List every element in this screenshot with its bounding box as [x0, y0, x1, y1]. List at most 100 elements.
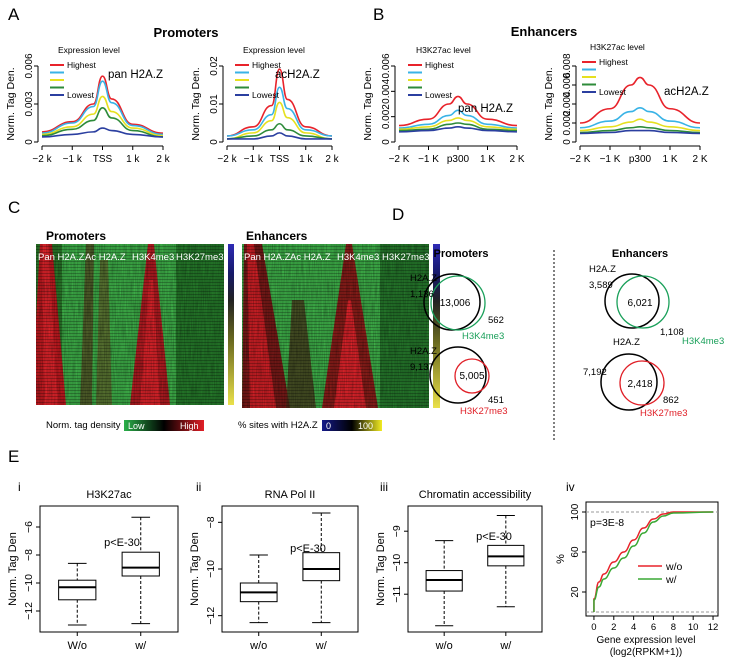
x-tick-label: −1 K [600, 154, 621, 165]
y-tick-label: 0.01 [209, 94, 220, 114]
box-plot-title: Chromatin accessibility [419, 489, 532, 501]
x-tick-label: 1 K [662, 154, 677, 165]
heatmap-col-label: H3K4me3 [337, 252, 379, 263]
y-tick-label: −8 [23, 549, 35, 561]
series-line [226, 86, 333, 137]
legend-label: Lowest [252, 90, 280, 100]
x-tick-label: −1 K [418, 154, 439, 165]
density-legend-bar [124, 420, 204, 431]
subpanel-number: ii [196, 480, 201, 494]
y-axis-label: Norm. Tag Den. [5, 67, 17, 140]
venn-promoters-title: Promoters [433, 248, 488, 260]
panel-letter-a: A [8, 5, 20, 24]
legend-label: Lowest [425, 90, 453, 100]
venn-only-a: 7,192 [583, 367, 607, 378]
venn-promoters-h3k4me3: H2A.Z 1,136 13,006 562 H3K4me3 [410, 273, 504, 342]
y-tick-label: 0 [209, 139, 220, 145]
heatmap-col-label: H3K27me3 [176, 252, 224, 263]
line-chart-1: 0 0.01 0.02 −2 k −1 k TSS 1 k 2 k Norm. Tag Den.… [190, 45, 340, 165]
y-tick-label: 0.002 [381, 104, 392, 129]
x-category-label: w/ [499, 640, 512, 652]
x-tick-label: 12 [708, 622, 719, 633]
legend-title: Expression level [58, 45, 120, 55]
y-tick-label: −10 [205, 560, 217, 578]
x-category-label: w/o [249, 640, 267, 652]
x-tick-label: −2 k [217, 154, 237, 165]
x-axis-label-units: (log2(RPKM+1)) [610, 647, 683, 658]
heatmap-col-label: Pan H2A.Z [244, 252, 291, 263]
x-category-label: w/o [435, 640, 453, 652]
y-tick-label: −10 [391, 554, 403, 572]
x-tick-label: 10 [688, 622, 699, 633]
y-axis-label: Norm. Tag Den [189, 532, 201, 606]
legend-label: Lowest [67, 90, 95, 100]
series-line [398, 109, 518, 129]
legend-label: Highest [599, 57, 628, 67]
legend-title: Expression level [243, 45, 305, 55]
x-tick-label: TSS [93, 154, 113, 165]
x-tick-label: −1 k [63, 154, 83, 165]
plot-label: pan H2A.Z [458, 103, 513, 115]
subpanel-number: iii [380, 480, 388, 494]
venn-set-b-label: H3K4me3 [682, 336, 724, 347]
x-tick-label: 1 k [126, 154, 140, 165]
y-tick-label: 0.02 [209, 56, 220, 76]
plot-frame [585, 501, 719, 617]
density-legend-label: Norm. tag density [46, 420, 121, 431]
y-tick-label: 100 [570, 503, 581, 520]
cdf-line [593, 511, 714, 612]
legend-title: H3K27ac level [416, 45, 471, 55]
y-axis-label: Norm. Tag Den. [543, 67, 555, 140]
y-axis-label: Norm. Tag Den. [362, 67, 374, 140]
venn-enhancers-h3k27me3: H2A.Z 7,192 2,418 862 H3K27me3 [583, 337, 688, 419]
y-axis-label: Norm. Tag Den [375, 532, 387, 606]
y-tick-label: 60 [570, 546, 581, 558]
x-tick-label: −2 k [32, 154, 52, 165]
p-value: p<E-30 [476, 531, 512, 543]
series-line [579, 129, 701, 135]
box [58, 579, 97, 601]
y-tick-label: 0.006 [24, 53, 35, 78]
y-tick-label: 0.004 [381, 78, 392, 103]
legend-label: Lowest [599, 87, 627, 97]
y-tick-label: 0.008 [562, 53, 573, 78]
panel-c: Promoters Enhancers Pan H2A.Z Ac H2A.Z H… [36, 229, 440, 431]
plot-label: acH2A.Z [664, 86, 709, 98]
panel-e: i ii iii iv H3K27ac −12 −10 −8 −6 Norm. Tag D… [7, 480, 719, 658]
series-line [579, 106, 701, 129]
y-tick-label: 0.006 [381, 53, 392, 78]
legend-title: H3K27ac level [590, 42, 645, 52]
series-line [41, 75, 164, 134]
x-tick-label: 4 [631, 622, 636, 633]
venn-enhancers-title: Enhancers [612, 248, 668, 260]
series-line [226, 122, 333, 140]
percent-sidebar-promoters [228, 244, 234, 405]
heatmap-col-label: Pan H2A.Z [38, 252, 85, 263]
series-line [41, 95, 164, 137]
venn-set-b-label: H3K4me3 [462, 331, 504, 342]
legend-label: w/o [665, 561, 683, 573]
series-line [398, 122, 518, 132]
box-plot-2: Chromatin accessibility −11 −10 −9 Norm. Tag… [375, 489, 543, 652]
cdf-plot: 20 60 100% 0 2 4 6 8 10 12 Gene expression level(l… [555, 501, 719, 658]
venn-overlap: 2,418 [627, 379, 652, 390]
y-tick-label: 20 [570, 586, 581, 598]
series-line [579, 76, 701, 124]
x-tick-label: p300 [629, 154, 652, 165]
venn-set-b-label: H3K27me3 [640, 408, 688, 419]
venn-promoters-h3k27me3: H2A.Z 9,137 5,005 451 H3K27me3 [410, 346, 508, 417]
venn-set-a-label: H2A.Z [410, 346, 437, 357]
panel-a-title: Promoters [153, 25, 218, 40]
series-line [579, 125, 701, 134]
y-tick-label: 0.002 [562, 110, 573, 135]
y-tick-label: −12 [205, 607, 217, 625]
y-tick-label: −6 [23, 521, 35, 533]
y-tick-label: −11 [391, 586, 403, 603]
x-tick-label: p300 [447, 154, 470, 165]
percent-legend-bar [322, 420, 382, 431]
x-tick-label: 0 [591, 622, 596, 633]
subpanel-number: iv [566, 480, 575, 494]
panel-letter-d: D [392, 205, 404, 224]
venn-only-b: 562 [488, 315, 504, 326]
